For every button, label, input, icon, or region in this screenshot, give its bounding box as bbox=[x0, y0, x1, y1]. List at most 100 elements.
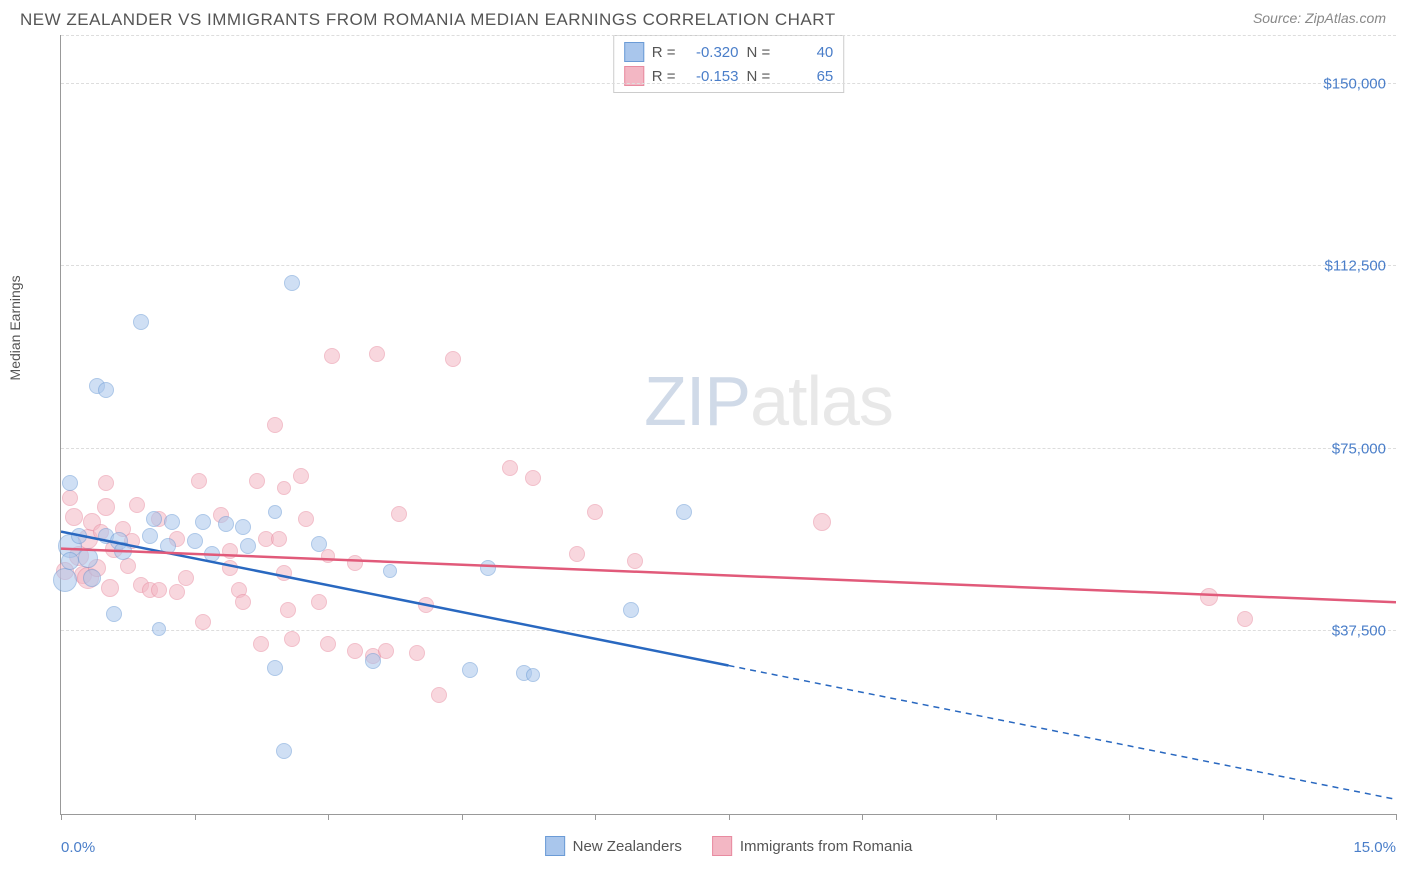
scatter-point bbox=[271, 531, 287, 547]
correlation-swatch-icon bbox=[624, 42, 644, 62]
scatter-point bbox=[284, 631, 300, 647]
y-axis-label: Median Earnings bbox=[7, 275, 23, 380]
chart-title: NEW ZEALANDER VS IMMIGRANTS FROM ROMANIA… bbox=[20, 10, 836, 30]
scatter-point bbox=[152, 622, 166, 636]
scatter-point bbox=[62, 490, 78, 506]
legend-swatch-icon bbox=[545, 836, 565, 856]
x-tick bbox=[328, 814, 329, 820]
y-tick-label: $75,000 bbox=[1332, 440, 1386, 457]
legend-label: Immigrants from Romania bbox=[740, 838, 913, 855]
corr-N-value: 40 bbox=[778, 44, 833, 61]
scatter-point bbox=[1237, 611, 1253, 627]
x-tick bbox=[61, 814, 62, 820]
scatter-point bbox=[284, 275, 300, 291]
scatter-point bbox=[195, 614, 211, 630]
scatter-point bbox=[276, 565, 292, 581]
bottom-legend: New Zealanders Immigrants from Romania bbox=[545, 836, 913, 856]
scatter-point bbox=[235, 519, 251, 535]
scatter-point bbox=[431, 687, 447, 703]
scatter-point bbox=[480, 560, 496, 576]
watermark-atlas: atlas bbox=[750, 362, 893, 440]
scatter-point bbox=[106, 606, 122, 622]
x-tick bbox=[862, 814, 863, 820]
x-range-min: 0.0% bbox=[61, 839, 95, 856]
scatter-point bbox=[133, 314, 149, 330]
x-tick bbox=[595, 814, 596, 820]
gridline bbox=[61, 630, 1396, 631]
scatter-point bbox=[249, 473, 265, 489]
scatter-point bbox=[61, 552, 79, 570]
gridline bbox=[61, 35, 1396, 36]
x-tick bbox=[462, 814, 463, 820]
correlation-box: R = -0.320 N = 40 R = -0.153 N = 65 bbox=[613, 35, 845, 93]
scatter-point bbox=[409, 645, 425, 661]
scatter-point bbox=[462, 662, 478, 678]
scatter-point bbox=[101, 579, 119, 597]
scatter-point bbox=[53, 568, 77, 592]
scatter-point bbox=[164, 514, 180, 530]
corr-R-label: R = bbox=[652, 44, 676, 61]
scatter-point bbox=[321, 549, 335, 563]
scatter-point bbox=[369, 346, 385, 362]
plot-wrapper: Median Earnings ZIPatlas R = -0.320 N = … bbox=[10, 35, 1396, 815]
legend-item: New Zealanders bbox=[545, 836, 682, 856]
scatter-point bbox=[418, 597, 434, 613]
scatter-point bbox=[146, 511, 162, 527]
scatter-point bbox=[378, 643, 394, 659]
scatter-point bbox=[195, 514, 211, 530]
scatter-point bbox=[240, 538, 256, 554]
corr-N-label: N = bbox=[747, 44, 771, 61]
scatter-point bbox=[391, 506, 407, 522]
scatter-point bbox=[187, 533, 203, 549]
chart-source: Source: ZipAtlas.com bbox=[1253, 10, 1386, 26]
scatter-point bbox=[276, 743, 292, 759]
trend-lines bbox=[61, 35, 1396, 814]
scatter-point bbox=[97, 498, 115, 516]
scatter-point bbox=[676, 504, 692, 520]
scatter-point bbox=[83, 569, 101, 587]
scatter-point bbox=[383, 564, 397, 578]
scatter-point bbox=[78, 548, 98, 568]
gridline bbox=[61, 448, 1396, 449]
scatter-point bbox=[347, 643, 363, 659]
scatter-point bbox=[151, 582, 167, 598]
scatter-point bbox=[502, 460, 518, 476]
watermark-zip: ZIP bbox=[644, 362, 750, 440]
scatter-point bbox=[347, 555, 363, 571]
x-tick bbox=[1263, 814, 1264, 820]
correlation-row: R = -0.320 N = 40 bbox=[624, 40, 834, 64]
scatter-point bbox=[62, 475, 78, 491]
scatter-point bbox=[98, 382, 114, 398]
x-tick bbox=[1129, 814, 1130, 820]
y-tick-label: $112,500 bbox=[1325, 258, 1386, 275]
chart-header: NEW ZEALANDER VS IMMIGRANTS FROM ROMANIA… bbox=[10, 10, 1396, 35]
scatter-point bbox=[114, 542, 132, 560]
scatter-point bbox=[142, 528, 158, 544]
scatter-point bbox=[365, 653, 381, 669]
scatter-point bbox=[268, 505, 282, 519]
scatter-point bbox=[298, 511, 314, 527]
scatter-point bbox=[324, 348, 340, 364]
x-range-max: 15.0% bbox=[1353, 839, 1396, 856]
legend-item: Immigrants from Romania bbox=[712, 836, 913, 856]
scatter-point bbox=[813, 513, 831, 531]
correlation-row: R = -0.153 N = 65 bbox=[624, 64, 834, 88]
chart-container: NEW ZEALANDER VS IMMIGRANTS FROM ROMANIA… bbox=[10, 10, 1396, 815]
x-tick bbox=[996, 814, 997, 820]
scatter-point bbox=[191, 473, 207, 489]
scatter-point bbox=[267, 660, 283, 676]
scatter-point bbox=[129, 497, 145, 513]
scatter-point bbox=[65, 508, 83, 526]
x-tick bbox=[729, 814, 730, 820]
y-tick-label: $37,500 bbox=[1332, 623, 1386, 640]
scatter-point bbox=[222, 560, 238, 576]
scatter-point bbox=[526, 668, 540, 682]
scatter-point bbox=[178, 570, 194, 586]
scatter-point bbox=[98, 475, 114, 491]
scatter-point bbox=[311, 594, 327, 610]
x-tick bbox=[195, 814, 196, 820]
gridline bbox=[61, 83, 1396, 84]
x-tick bbox=[1396, 814, 1397, 820]
scatter-point bbox=[587, 504, 603, 520]
scatter-point bbox=[120, 558, 136, 574]
